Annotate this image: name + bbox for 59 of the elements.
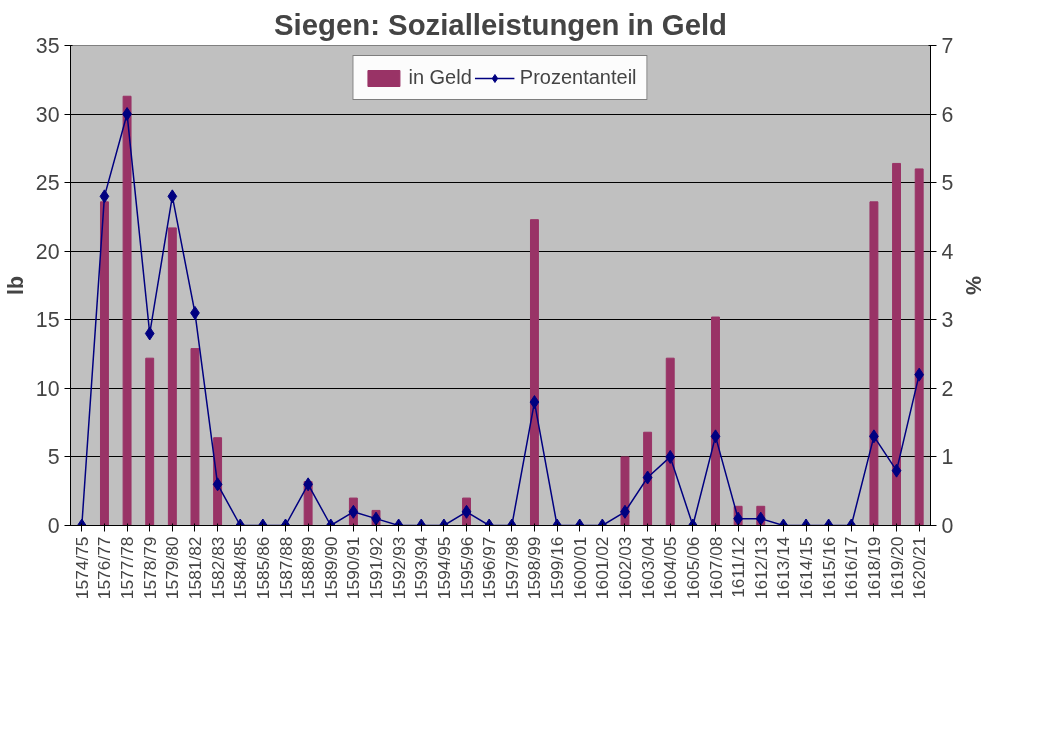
x-tick-label: 1593/94 <box>411 536 432 600</box>
y2-tick-label: 4 <box>941 239 954 264</box>
y2-tick-label: 7 <box>941 34 954 58</box>
x-tick-label: 1604/05 <box>660 536 681 600</box>
x-tick-label: 1618/19 <box>863 536 884 600</box>
x-tick-label: 1592/93 <box>388 536 409 600</box>
x-tick-label: 1582/83 <box>207 536 228 600</box>
x-tick-label: 1585/86 <box>252 536 273 600</box>
x-tick-label: 1594/95 <box>433 536 454 600</box>
x-tick-label: 1620/21 <box>909 536 930 600</box>
x-tick-label: 1588/89 <box>298 536 319 600</box>
y-tick-label: 20 <box>35 239 60 264</box>
y2-tick-label: 5 <box>941 171 954 196</box>
x-tick-label: 1587/88 <box>275 536 296 600</box>
y-tick-label: 15 <box>35 308 60 333</box>
y2-tick-label: 2 <box>941 376 954 401</box>
legend-label: in Geld <box>408 66 472 89</box>
x-tick-label: 1574/75 <box>71 536 92 600</box>
x-tick-label: 1619/20 <box>886 536 907 600</box>
y2-tick-label: 6 <box>941 102 954 127</box>
x-tick-label: 1590/91 <box>343 536 364 600</box>
x-tick-label: 1605/06 <box>682 536 703 600</box>
y2-tick-label: 3 <box>941 308 954 333</box>
y-tick-label: 0 <box>47 514 60 538</box>
x-tick-label: 1581/82 <box>184 536 205 600</box>
x-tick-label: 1577/78 <box>117 536 138 600</box>
y-tick-label: 30 <box>35 102 60 127</box>
x-tick-label: 1589/90 <box>320 536 341 600</box>
x-tick-label: 1603/04 <box>637 536 658 600</box>
x-tick-label: 1598/99 <box>524 536 545 600</box>
x-tick-label: 1595/96 <box>456 536 477 600</box>
x-tick-label: 1611/12 <box>728 536 749 598</box>
x-tick-label: 1613/14 <box>773 536 794 600</box>
x-tick-label: 1578/79 <box>139 536 160 600</box>
x-tick-label: 1612/13 <box>750 536 771 600</box>
x-tick-label: 1615/16 <box>818 536 839 600</box>
x-tick-label: 1596/97 <box>479 536 500 600</box>
x-tick-label: 1614/15 <box>796 536 817 600</box>
x-tick-label: 1616/17 <box>841 536 862 600</box>
x-tick-label: 1599/16 <box>547 536 568 600</box>
x-tick-label: 1591/92 <box>366 536 387 600</box>
x-tick-label: 1576/77 <box>94 536 115 600</box>
y-tick-label: 35 <box>35 34 60 58</box>
chart-title: Siegen: Sozialleistungen in Geld <box>273 7 728 41</box>
y2-tick-label: 0 <box>941 514 954 538</box>
y-tick-label: 10 <box>35 376 60 401</box>
y2-tick-label: 1 <box>941 445 954 470</box>
x-tick-label: 1601/02 <box>592 536 613 600</box>
x-tick-label: 1600/01 <box>569 536 590 600</box>
y-axis-title: lb <box>3 276 28 295</box>
x-tick-label: 1607/08 <box>705 536 726 600</box>
legend-label: Prozentanteil <box>519 66 637 89</box>
y-tick-label: 25 <box>35 171 60 196</box>
y2-axis-title: % <box>961 276 986 296</box>
x-tick-label: 1584/85 <box>230 536 251 600</box>
x-tick-label: 1579/80 <box>162 536 183 600</box>
x-tick-label: 1602/03 <box>614 536 635 600</box>
y-tick-label: 5 <box>47 445 60 470</box>
x-tick-label: 1597/98 <box>501 536 522 600</box>
